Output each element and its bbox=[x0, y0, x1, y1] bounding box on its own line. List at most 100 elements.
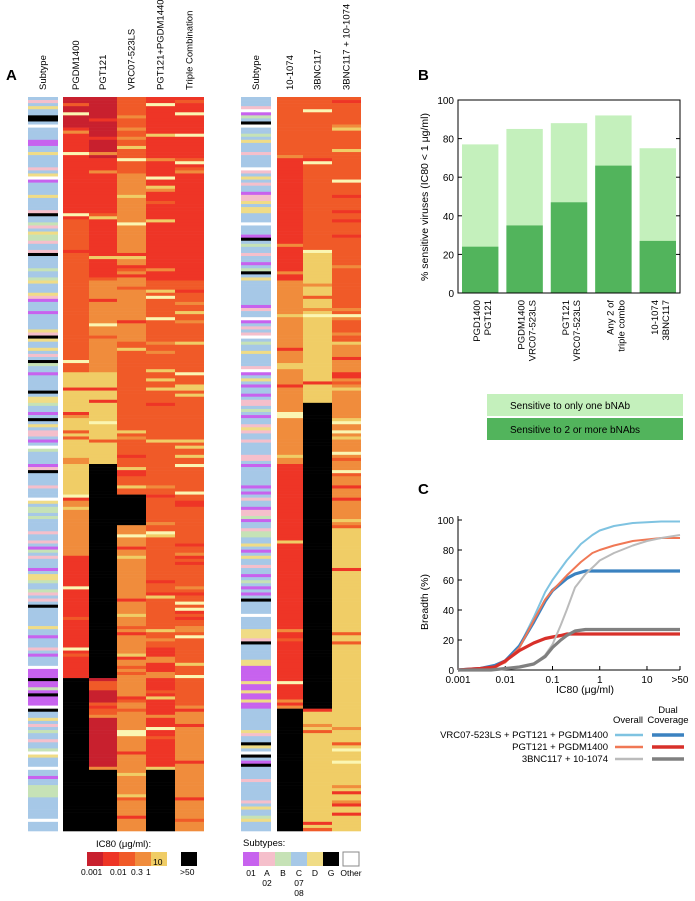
heatmap-cell bbox=[117, 809, 146, 813]
heatmap-cell bbox=[117, 818, 146, 823]
heatmap-cell bbox=[332, 580, 361, 584]
heatmap-cell bbox=[28, 785, 58, 789]
heatmap-cell bbox=[146, 430, 175, 434]
heatmap-cell bbox=[175, 564, 204, 569]
heatmap-cell bbox=[89, 210, 117, 214]
heatmap-cell bbox=[89, 601, 117, 605]
heatmap-cell bbox=[332, 311, 361, 315]
heatmap-cell bbox=[175, 751, 204, 755]
heatmap-cell bbox=[89, 494, 117, 498]
heatmap-cell bbox=[146, 815, 175, 820]
heatmap-cell bbox=[117, 445, 146, 450]
heatmap-cell bbox=[117, 791, 146, 795]
heatmap-cell bbox=[117, 806, 146, 810]
heatmap-cell bbox=[241, 705, 271, 709]
heatmap-cell bbox=[175, 280, 204, 284]
heatmap-header-left-3: VRC07-523LS bbox=[127, 29, 138, 90]
heatmap-cell bbox=[63, 528, 89, 532]
heatmap-cell bbox=[28, 512, 58, 517]
heatmap-cell bbox=[89, 592, 117, 596]
heatmap-cell bbox=[63, 384, 89, 388]
heatmap-left-column-5 bbox=[175, 97, 204, 832]
heatmap-cell bbox=[28, 430, 58, 434]
heatmap-cell bbox=[303, 277, 332, 281]
heatmap-cell bbox=[303, 580, 332, 584]
heatmap-cell bbox=[332, 714, 361, 719]
heatmap-cell bbox=[303, 402, 332, 407]
heatmap-cell bbox=[241, 476, 271, 480]
heatmap-cell bbox=[146, 619, 175, 624]
heatmap-cell bbox=[175, 295, 204, 300]
heatmap-cell bbox=[175, 473, 204, 477]
heatmap-cell bbox=[303, 571, 332, 575]
heatmap-cell bbox=[63, 647, 89, 651]
heatmap-cell bbox=[146, 124, 175, 128]
heatmap-cell bbox=[146, 503, 175, 508]
heatmap-cell bbox=[241, 112, 271, 116]
heatmap-cell bbox=[303, 158, 332, 162]
heatmap-cell bbox=[117, 451, 146, 456]
heatmap-cell bbox=[277, 185, 303, 190]
heatmap-cell bbox=[89, 124, 117, 128]
heatmap-cell bbox=[63, 320, 89, 324]
heatmap-cell bbox=[117, 161, 146, 165]
heatmap-cell bbox=[28, 148, 58, 153]
heatmap-cell bbox=[63, 788, 89, 792]
heatmap-cell bbox=[175, 237, 204, 242]
heatmap-cell bbox=[146, 454, 175, 459]
heatmap-cell bbox=[63, 372, 89, 376]
ic80-tick-0: 0.001 bbox=[81, 867, 103, 877]
heatmap-cell bbox=[175, 179, 204, 183]
heatmap-cell bbox=[146, 332, 175, 336]
heatmap-cell bbox=[241, 678, 271, 682]
heatmap-cell bbox=[117, 525, 146, 529]
heatmap-cell bbox=[332, 485, 361, 489]
heatmap-cell bbox=[277, 515, 303, 520]
heatmap-cell bbox=[241, 494, 271, 498]
heatmap-cell bbox=[117, 311, 146, 315]
heatmap-cell bbox=[303, 234, 332, 238]
heatmap-cell bbox=[89, 402, 117, 407]
heatmap-cell bbox=[89, 580, 117, 584]
heatmap-cell bbox=[175, 194, 204, 199]
heatmap-cell bbox=[332, 283, 361, 287]
heatmap-cell bbox=[175, 668, 204, 673]
heatmap-cell bbox=[332, 127, 361, 131]
heatmap-cell bbox=[332, 170, 361, 174]
heatmap-cell bbox=[89, 252, 117, 257]
heatmap-cell bbox=[146, 571, 175, 575]
heatmap-cell bbox=[63, 164, 89, 168]
heatmap-cell bbox=[277, 653, 303, 657]
heatmap-cell bbox=[241, 708, 271, 713]
heatmap-cell bbox=[89, 772, 117, 777]
heatmap-cell bbox=[175, 292, 204, 297]
heatmap-cell bbox=[303, 381, 332, 385]
heatmap-cell bbox=[117, 567, 146, 572]
heatmap-cell bbox=[241, 644, 271, 648]
heatmap-cell bbox=[277, 197, 303, 202]
heatmap-cell bbox=[63, 219, 89, 223]
heatmap-cell bbox=[89, 283, 117, 287]
heatmap-cell bbox=[175, 632, 204, 636]
heatmap-cell bbox=[303, 824, 332, 829]
heatmap-cell bbox=[63, 626, 89, 630]
heatmap-cell bbox=[332, 827, 361, 832]
heatmap-cell bbox=[241, 827, 271, 832]
heatmap-cell bbox=[146, 681, 175, 685]
heatmap-cell bbox=[332, 338, 361, 342]
heatmap-cell bbox=[241, 277, 271, 281]
heatmap-cell bbox=[117, 237, 146, 242]
heatmap-cell bbox=[146, 234, 175, 238]
heatmap-cell bbox=[175, 528, 204, 532]
heatmap-cell bbox=[28, 439, 58, 443]
heatmap-cell bbox=[303, 623, 332, 627]
heatmap-cell bbox=[63, 249, 89, 254]
heatmap-cell bbox=[277, 265, 303, 269]
heatmap-cell bbox=[117, 561, 146, 566]
heatmap-cell bbox=[241, 194, 271, 199]
heatmap-cell bbox=[277, 720, 303, 725]
heatmap-cell bbox=[28, 604, 58, 609]
heatmap-cell bbox=[277, 497, 303, 501]
heatmap-cell bbox=[332, 656, 361, 661]
heatmap-cell bbox=[277, 225, 303, 229]
